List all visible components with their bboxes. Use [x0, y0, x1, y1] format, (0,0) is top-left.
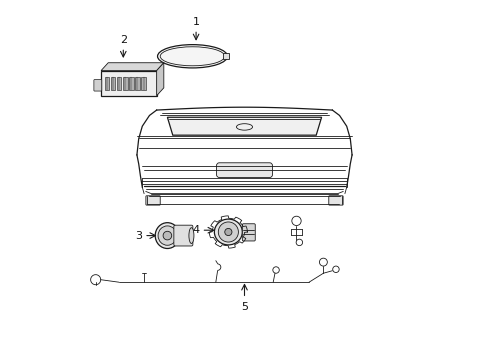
- FancyBboxPatch shape: [135, 77, 140, 90]
- FancyBboxPatch shape: [216, 163, 272, 177]
- Text: 1: 1: [192, 17, 199, 27]
- FancyBboxPatch shape: [101, 71, 156, 96]
- Text: 5: 5: [241, 302, 247, 312]
- FancyBboxPatch shape: [223, 53, 229, 59]
- FancyBboxPatch shape: [328, 196, 343, 205]
- Circle shape: [224, 228, 231, 235]
- Ellipse shape: [214, 219, 242, 245]
- FancyBboxPatch shape: [110, 77, 115, 90]
- FancyBboxPatch shape: [174, 225, 192, 246]
- FancyBboxPatch shape: [104, 77, 109, 90]
- Polygon shape: [156, 63, 163, 96]
- Ellipse shape: [155, 223, 179, 248]
- FancyBboxPatch shape: [122, 77, 127, 90]
- FancyBboxPatch shape: [145, 196, 160, 205]
- Text: 2: 2: [120, 35, 126, 45]
- Circle shape: [218, 222, 238, 242]
- Circle shape: [163, 231, 171, 240]
- Ellipse shape: [158, 226, 176, 245]
- Ellipse shape: [188, 228, 194, 243]
- FancyBboxPatch shape: [117, 77, 121, 90]
- FancyBboxPatch shape: [129, 77, 133, 90]
- Polygon shape: [101, 63, 163, 71]
- Ellipse shape: [157, 45, 227, 68]
- FancyBboxPatch shape: [141, 77, 145, 90]
- FancyBboxPatch shape: [94, 80, 102, 91]
- FancyBboxPatch shape: [242, 224, 255, 241]
- Polygon shape: [167, 117, 321, 135]
- Text: 4: 4: [192, 225, 199, 235]
- Text: 3: 3: [135, 231, 142, 240]
